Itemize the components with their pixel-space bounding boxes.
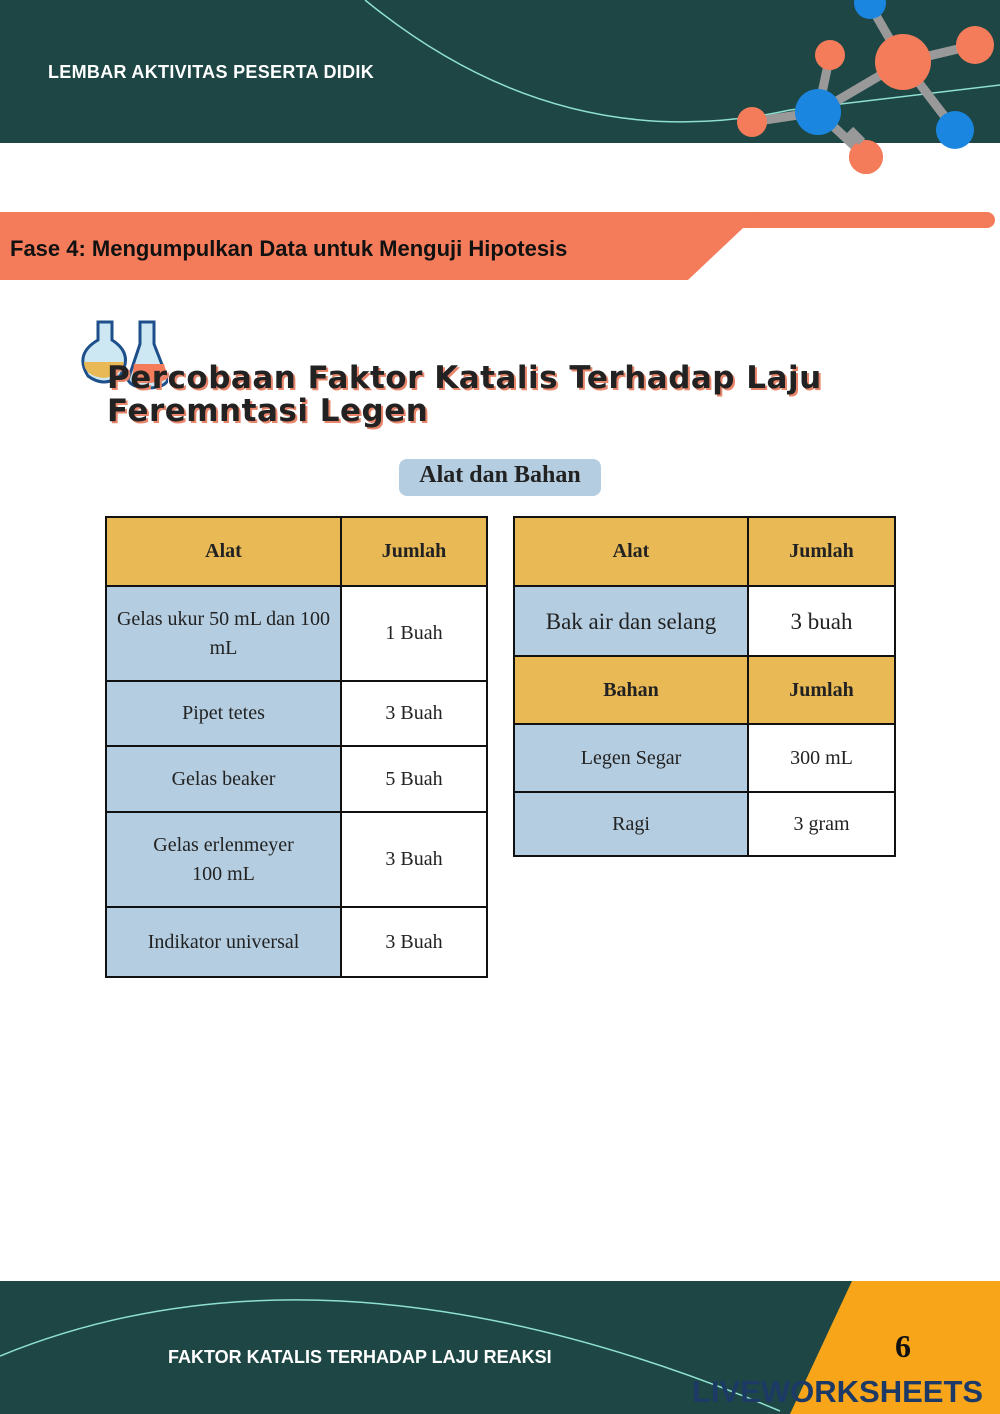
column-header: Jumlah (747, 516, 896, 587)
column-header: Jumlah (747, 655, 896, 725)
section-heading: Alat dan Bahan (399, 459, 601, 496)
item-qty: 3 buah (747, 585, 896, 657)
item-name: Bak air dan selang (513, 585, 749, 657)
item-name: Ragi (513, 791, 749, 857)
table-row: Indikator universal 3 Buah (105, 906, 488, 978)
page-number: 6 (895, 1328, 911, 1364)
liveworksheets-logo: LIVEWORKSHEETS (692, 1374, 984, 1409)
item-qty: 3 gram (747, 791, 896, 857)
experiment-title: Percobaan Faktor Katalis Terhadap Laju F… (107, 360, 822, 429)
item-qty: 3 Buah (340, 906, 488, 978)
header-title: LEMBAR AKTIVITAS PESERTA DIDIK (48, 62, 375, 82)
flask-icon (81, 320, 168, 390)
phase-banner (0, 212, 995, 280)
phase-title: Fase 4: Mengumpulkan Data untuk Menguji … (10, 236, 568, 261)
table-row: Bak air dan selang 3 buah (513, 585, 896, 657)
item-qty: 1 Buah (340, 585, 488, 682)
molecule-decoration-icon (364, 0, 1000, 174)
table-row: Legen Segar 300 mL (513, 723, 896, 793)
table-row: Pipet tetes 3 Buah (105, 680, 488, 747)
column-header: Alat (513, 516, 749, 587)
item-name: Gelas ukur 50 mL dan 100 mL (105, 585, 342, 682)
item-name: Indikator universal (105, 906, 342, 978)
item-name: Gelas beaker (105, 745, 342, 813)
item-name: Gelas erlenmeyer 100 mL (105, 811, 342, 908)
column-header: Jumlah (340, 516, 488, 587)
item-name: Pipet tetes (105, 680, 342, 747)
table-row: Gelas beaker 5 Buah (105, 745, 488, 813)
footer-title: FAKTOR KATALIS TERHADAP LAJU REAKSI (168, 1347, 552, 1367)
table-row: Ragi 3 gram (513, 791, 896, 857)
item-qty: 3 Buah (340, 811, 488, 908)
item-qty: 300 mL (747, 723, 896, 793)
column-header: Alat (105, 516, 342, 587)
page-footer (0, 1281, 1000, 1414)
item-qty: 3 Buah (340, 680, 488, 747)
alat-bahan-table-right: Alat Jumlah Bak air dan selang 3 buah Baha… (513, 516, 896, 857)
item-qty: 5 Buah (340, 745, 488, 813)
item-name: Legen Segar (513, 723, 749, 793)
table-row: Gelas ukur 50 mL dan 100 mL 1 Buah (105, 585, 488, 682)
table-row: Gelas erlenmeyer 100 mL 3 Buah (105, 811, 488, 908)
page-header (0, 0, 1000, 174)
molecule-overflow-icon (846, 126, 883, 174)
column-header: Bahan (513, 655, 749, 725)
alat-table-left: Alat Jumlah Gelas ukur 50 mL dan 100 mL 1 … (105, 516, 488, 978)
